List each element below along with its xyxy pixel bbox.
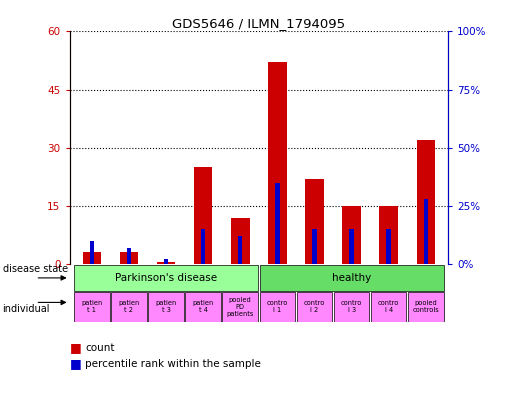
Text: pooled
PD
patients: pooled PD patients — [227, 297, 254, 317]
Text: patien
t 2: patien t 2 — [118, 301, 140, 314]
Bar — [349, 229, 354, 264]
Bar — [342, 206, 361, 264]
Bar — [231, 218, 249, 264]
Bar — [334, 292, 369, 321]
Text: patien
t 4: patien t 4 — [193, 301, 214, 314]
Bar — [275, 183, 280, 264]
Bar — [380, 206, 398, 264]
Text: contro
l 1: contro l 1 — [267, 301, 288, 314]
Bar — [164, 259, 168, 264]
Text: pooled
controls: pooled controls — [413, 301, 439, 314]
Text: Parkinson's disease: Parkinson's disease — [115, 273, 217, 283]
Text: disease state: disease state — [3, 264, 67, 274]
Text: patien
t 1: patien t 1 — [81, 301, 102, 314]
Bar — [74, 265, 258, 290]
Text: percentile rank within the sample: percentile rank within the sample — [85, 358, 261, 369]
Bar — [238, 236, 243, 264]
Bar — [194, 167, 212, 264]
Bar — [157, 262, 175, 264]
Bar — [127, 248, 131, 264]
Bar — [201, 229, 205, 264]
Bar — [119, 252, 138, 264]
Bar — [260, 292, 295, 321]
Title: GDS5646 / ILMN_1794095: GDS5646 / ILMN_1794095 — [172, 17, 346, 30]
Bar — [185, 292, 221, 321]
Text: contro
l 4: contro l 4 — [378, 301, 399, 314]
Bar — [371, 292, 406, 321]
Bar — [305, 179, 324, 264]
Bar — [111, 292, 147, 321]
Text: healthy: healthy — [332, 273, 371, 283]
Bar — [423, 199, 428, 264]
Bar — [260, 265, 443, 290]
Bar — [268, 62, 287, 264]
Bar — [148, 292, 184, 321]
Bar — [297, 292, 332, 321]
Bar — [222, 292, 258, 321]
Bar — [90, 241, 94, 264]
Text: count: count — [85, 343, 114, 353]
Bar — [74, 292, 110, 321]
Bar — [417, 140, 435, 264]
Text: ■: ■ — [70, 357, 81, 370]
Text: patien
t 3: patien t 3 — [156, 301, 177, 314]
Text: individual: individual — [3, 303, 50, 314]
Bar — [312, 229, 317, 264]
Bar — [82, 252, 101, 264]
Bar — [408, 292, 443, 321]
Text: contro
l 3: contro l 3 — [341, 301, 362, 314]
Text: ■: ■ — [70, 341, 81, 354]
Bar — [386, 229, 391, 264]
Text: contro
l 2: contro l 2 — [304, 301, 325, 314]
